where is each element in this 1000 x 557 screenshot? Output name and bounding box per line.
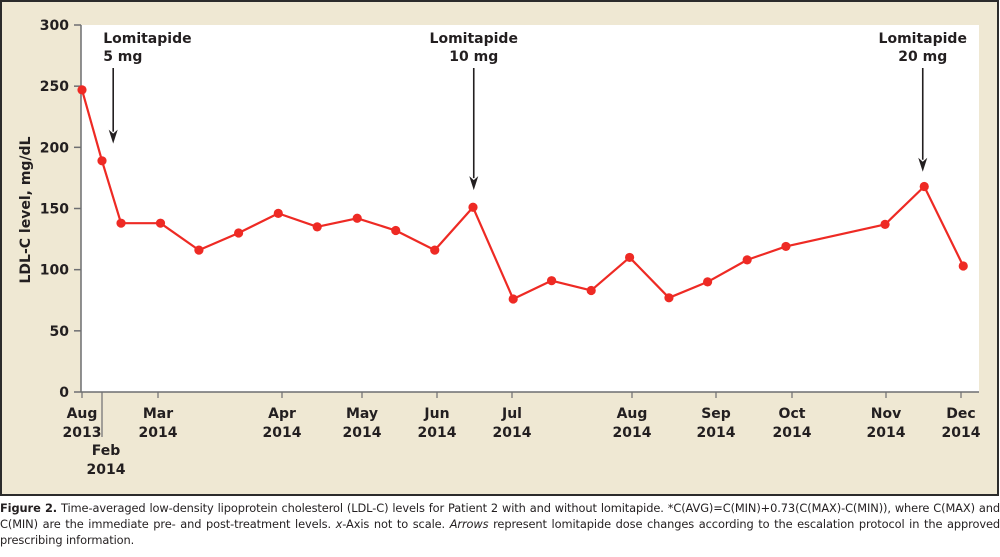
annotation-dose: 10 mg [449,49,498,65]
data-point [664,293,674,303]
x-tick-label: 2014 [418,425,457,441]
y-tick-label: 50 [50,324,70,340]
x-tick-label: Feb [92,443,121,459]
data-point [77,85,87,95]
x-tick-label: Oct [779,406,806,422]
annotations: Lomitapide 5 mg Lomitapide 10 mg Lomitapide 2… [103,31,967,191]
y-tick-label: 300 [40,18,69,34]
x-tick-label: Aug [67,406,98,422]
data-point [958,261,968,271]
x-ticks: Aug 2013 Feb 2014 Mar 2014 Apr 2014 May 2014 Jun 20… [63,392,981,478]
arrow-down-icon [918,157,928,172]
x-tick-label: 2014 [613,425,652,441]
y-tick-label: 250 [40,79,69,95]
x-tick-label: 2014 [697,425,736,441]
data-point [703,277,713,287]
caption-text-2: -Axis not to scale. [342,517,450,531]
x-tick-label: 2014 [343,425,382,441]
plot-area [81,25,979,392]
data-point [97,156,107,166]
figure-caption: Figure 2. Time-averaged low-density lipo… [0,500,1000,548]
series-ldl-c [77,85,968,304]
x-tick-label: 2014 [263,425,302,441]
annotation-label: Lomitapide [879,31,967,47]
data-point [273,208,283,218]
data-point [625,252,635,263]
x-tick-label: 2014 [493,425,532,441]
x-tick-label: Jul [501,406,522,422]
data-point [468,202,478,212]
data-point [742,255,752,265]
data-point [880,219,890,230]
x-tick-label: 2014 [942,425,981,441]
data-point [194,245,204,255]
x-tick-label: 2013 [63,425,102,441]
annotation-label: Lomitapide [430,31,518,47]
figure-label: Figure 2. [0,501,58,515]
data-point [312,222,322,232]
y-axis-title: LDL-C level, mg/dL [18,136,34,283]
x-tick-label: Jun [423,406,449,422]
x-tick-label: Mar [143,406,173,422]
annotation-label: Lomitapide [103,31,191,47]
data-point [155,218,166,228]
caption-italic-1: x [335,517,343,531]
x-tick-label: Nov [871,406,901,422]
x-tick-label: Sep [701,406,731,422]
x-tick-label: 2014 [87,462,126,478]
x-tick-label: 2014 [773,425,812,441]
data-point [391,225,401,236]
x-tick-label: Dec [946,406,975,422]
data-point [430,245,440,255]
arrow-down-icon [108,129,118,144]
annotation-dose: 5 mg [103,49,142,65]
caption-text-1: Time-averaged low-density lipoprotein ch… [0,501,1000,531]
y-tick-label: 0 [59,385,69,401]
data-point [781,241,791,252]
data-point [547,276,557,286]
x-tick-label: 2014 [139,425,178,441]
x-tick-label: Apr [268,406,296,422]
y-tick-label: 100 [40,263,69,279]
caption-text-3: represent lomitapide dose changes accord… [0,517,1000,547]
x-tick-label: Aug [617,406,648,422]
data-point [919,181,929,192]
y-tick-label: 150 [40,202,69,218]
chart: LDL-C level, mg/dL 0 50 100 150 200 250 300 Au… [18,18,981,478]
data-point [508,294,518,304]
arrow-down-icon [469,176,479,191]
annotation-dose: 20 mg [898,49,947,65]
y-tick-label: 200 [40,140,69,156]
data-point [352,213,362,223]
data-point [586,285,596,296]
caption-italic-2: Arrows [449,517,489,531]
y-ticks: 0 50 100 150 200 250 300 [40,18,81,401]
x-tick-label: May [346,406,378,422]
data-point [116,218,126,228]
data-point [234,228,244,238]
x-tick-label: 2014 [867,425,906,441]
